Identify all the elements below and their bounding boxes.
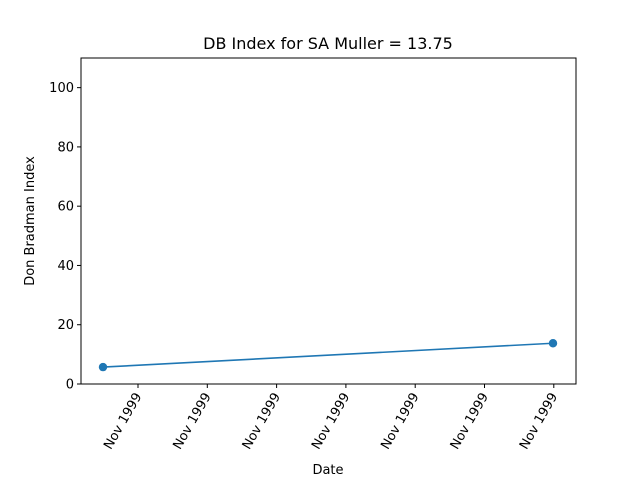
y-tick-label: 40 <box>57 259 74 274</box>
series-line <box>102 342 554 368</box>
y-axis-ticks: 0 20 40 60 80 100 <box>49 81 81 393</box>
axes-frame <box>80 57 577 385</box>
series-layer <box>98 339 558 372</box>
y-tick-label: 100 <box>49 81 74 96</box>
y-tick-label: 20 <box>57 318 74 333</box>
data-point <box>548 339 558 348</box>
y-axis-label: Don Bradman Index <box>23 156 38 286</box>
data-point <box>98 362 108 372</box>
y-tick-label: 60 <box>57 200 74 215</box>
y-tick-label: 80 <box>57 140 74 155</box>
y-tick-label: 0 <box>66 378 74 393</box>
chart-title: DB Index for SA Muller = 13.75 <box>203 34 453 53</box>
x-axis-label: Date <box>312 463 343 478</box>
